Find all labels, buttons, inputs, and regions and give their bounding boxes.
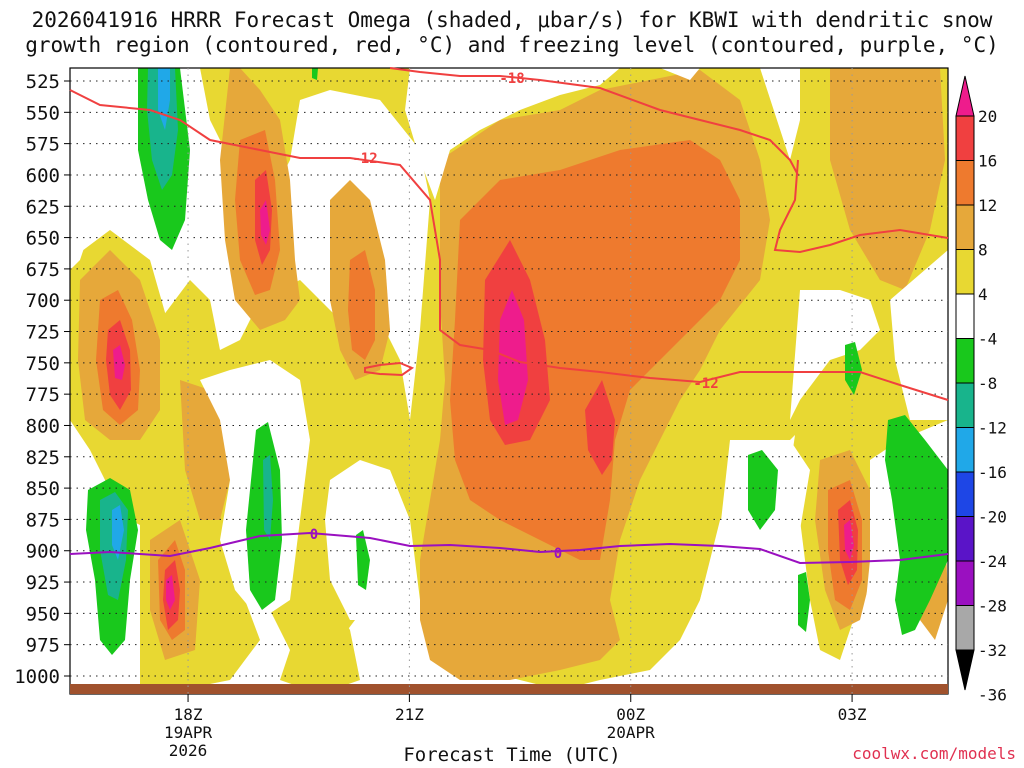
x-axis-label: Forecast Time (UTC) <box>403 744 621 766</box>
contour-minus-12-upper <box>69 89 949 401</box>
y-tick-label: 600 <box>26 165 60 187</box>
y-tick-label: 1000 <box>14 666 60 688</box>
colorbar-label: -4 <box>978 330 997 349</box>
chart-title-line-2: growth region (contoured, red, °C) and f… <box>25 33 999 57</box>
colorbar-segment <box>955 115 975 161</box>
gridlines <box>70 68 948 694</box>
y-tick-label: 800 <box>26 415 60 437</box>
colorbar-label: -16 <box>978 463 1007 482</box>
colorbar-label: -20 <box>978 508 1007 527</box>
colorbar-segment <box>955 471 975 517</box>
y-tick-label: 925 <box>26 572 60 594</box>
time-axis: 18Z19APR202621Z00Z20APR03Z06Z09Z <box>164 694 867 760</box>
colorbar: 20 16 12 8 4 -4 -8 -12 -16 -20 -24 -28 -32 -36 <box>955 75 1007 705</box>
contour-labels: -18 -12 -12 0 0 <box>310 71 719 562</box>
x-tick-year: 2026 <box>169 741 208 760</box>
y-tick-label: 875 <box>26 509 60 531</box>
colorbar-label: -36 <box>978 686 1007 705</box>
y-tick-label: 900 <box>26 541 60 563</box>
omega-shading <box>70 68 948 694</box>
freezing-level-contours <box>69 531 949 565</box>
colorbar-label: -24 <box>978 552 1007 571</box>
y-tick-label: 525 <box>26 71 60 93</box>
y-tick-label: 625 <box>26 196 60 218</box>
colorbar-label: 8 <box>978 241 988 260</box>
contour-minus-12-right <box>773 159 949 254</box>
colorbar-label: -8 <box>978 374 997 393</box>
dgz-contour-label: -12 <box>352 151 377 167</box>
y-tick-label: 650 <box>26 228 60 250</box>
colorbar-label: 4 <box>978 285 988 304</box>
omega-region-over-20 <box>113 200 854 610</box>
y-tick-label: 675 <box>26 259 60 281</box>
freezing-contour-label: 0 <box>310 527 318 543</box>
y-tick-label: 700 <box>26 290 60 312</box>
x-tick-date: 20APR <box>607 723 656 742</box>
colorbar-bottom-arrow <box>955 649 975 691</box>
colorbar-segment <box>955 249 975 295</box>
chart-title-line-1: 2026041916 HRRR Forecast Omega (shaded, … <box>31 8 993 32</box>
y-tick-label: 850 <box>26 478 60 500</box>
ground-surface <box>70 684 948 694</box>
x-tick-label: 18Z <box>174 705 203 724</box>
omega-region-minus-8-to-minus-12 <box>100 68 273 600</box>
dgz-contour-label: -12 <box>693 376 718 392</box>
colorbar-segment <box>955 427 975 473</box>
colorbar-top-arrow <box>955 75 975 117</box>
x-tick-label: 00Z <box>616 705 645 724</box>
x-tick-label: 03Z <box>838 705 867 724</box>
x-tick-date: 19APR <box>164 723 213 742</box>
y-tick-label: 775 <box>26 384 60 406</box>
dendritic-growth-contours <box>69 67 949 401</box>
colorbar-label: -12 <box>978 419 1007 438</box>
colorbar-segment <box>955 560 975 606</box>
contour-minus-12-loop <box>364 361 415 377</box>
colorbar-label: 12 <box>978 196 997 215</box>
y-tick-label: 950 <box>26 603 60 625</box>
y-tick-label: 550 <box>26 102 60 124</box>
x-tick-label: 21Z <box>395 705 424 724</box>
colorbar-segment <box>955 160 975 206</box>
colorbar-segment <box>955 338 975 384</box>
y-tick-label: 825 <box>26 447 60 469</box>
dgz-contour-label: -18 <box>499 71 524 87</box>
y-tick-label: 575 <box>26 134 60 156</box>
colorbar-label: -28 <box>978 597 1007 616</box>
y-tick-label: 750 <box>26 353 60 375</box>
contour-zero <box>69 531 949 565</box>
colorbar-segment <box>955 293 975 339</box>
colorbar-segment <box>955 382 975 428</box>
colorbar-segment <box>955 605 975 651</box>
credit-link[interactable]: coolwx.com/models <box>852 744 1016 763</box>
contour-minus-18 <box>389 67 799 176</box>
colorbar-label: 20 <box>978 107 997 126</box>
pressure-axis: 525 550 575 600 625 650 675 700 725 750 775 800 825 8… <box>14 71 70 688</box>
colorbar-segment <box>955 204 975 250</box>
colorbar-label: 16 <box>978 152 997 171</box>
freezing-contour-label: 0 <box>554 546 562 562</box>
y-tick-label: 975 <box>26 635 60 657</box>
colorbar-segment <box>955 516 975 562</box>
y-tick-label: 725 <box>26 322 60 344</box>
colorbar-label: -32 <box>978 641 1007 660</box>
